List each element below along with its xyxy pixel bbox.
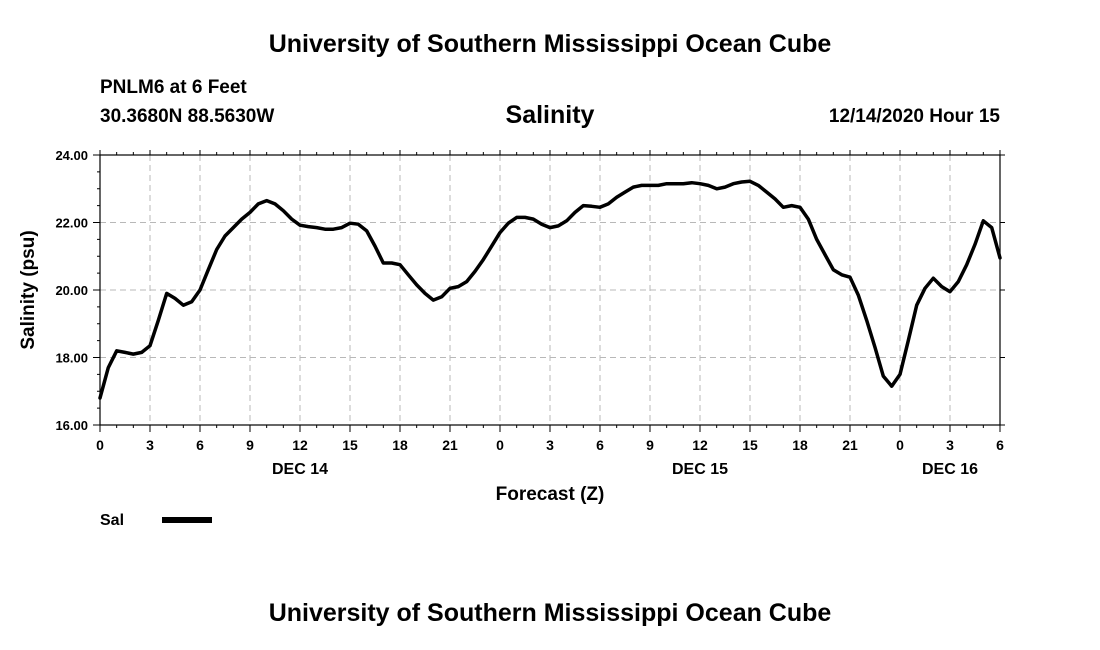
x-tick-label: 3 [146,437,154,453]
x-tick-label: 6 [596,437,604,453]
date-label: DEC 14 [272,461,328,478]
variable-title: Salinity [505,101,595,129]
y-tick-label: 24.00 [55,148,88,163]
x-tick-label: 12 [292,437,308,453]
grid [100,155,1000,425]
y-tick-label: 18.00 [55,351,88,366]
x-tick-label: 15 [342,437,358,453]
x-tick-label: 0 [96,437,104,453]
station-coordinates: 30.3680N 88.5630W [100,106,275,127]
forecast-datetime: 12/14/2020 Hour 15 [828,106,1000,127]
y-axis-label: Salinity (psu) [18,230,39,349]
x-tick-label: 3 [546,437,554,453]
x-tick-label: 9 [246,437,254,453]
station-label: PNLM6 at 6 Feet [100,77,247,98]
series-line-sal [98,179,1002,400]
x-tick-label: 18 [392,437,408,453]
x-tick-label: 18 [792,437,808,453]
y-tick-label: 22.00 [55,216,88,231]
x-tick-label: 0 [496,437,504,453]
date-label: DEC 15 [672,461,728,478]
x-tick-label: 21 [442,437,458,453]
x-tick-label: 3 [946,437,954,453]
x-tick-label: 12 [692,437,708,453]
y-tick-label: 16.00 [55,418,88,433]
axes: 0 3 6 9 12 15 18 21 0 3 6 9 12 15 18 21 0 3 6 16.00 18.00 20.… [55,148,1005,478]
x-tick-label: 6 [196,437,204,453]
chart-footer-title: University of Southern Mississippi Ocean… [268,599,832,627]
x-axis-label: Forecast (Z) [496,484,605,505]
chart-header-title: University of Southern Mississippi Ocean… [268,30,832,58]
legend-label: Sal [100,512,124,529]
y-tick-label: 20.00 [55,283,88,298]
x-tick-label: 9 [646,437,654,453]
date-label: DEC 16 [922,461,978,478]
x-tick-label: 0 [896,437,904,453]
x-tick-label: 15 [742,437,758,453]
x-tick-label: 21 [842,437,858,453]
x-tick-label: 6 [996,437,1004,453]
